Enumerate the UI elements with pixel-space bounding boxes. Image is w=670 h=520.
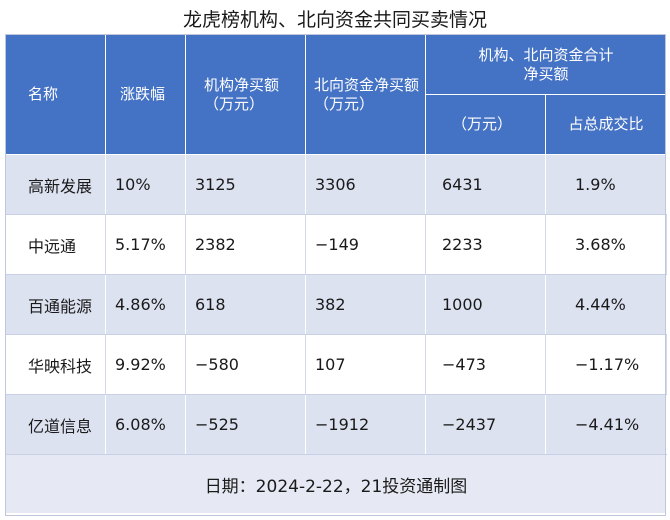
cell-north-net: 3306 — [305, 154, 426, 215]
cell-name: 百通能源 — [5, 274, 106, 335]
cell-change: 5.17% — [105, 214, 186, 275]
cell-inst-net: 3125 — [185, 154, 306, 215]
cell-combined: 1000 — [425, 274, 546, 335]
cell-inst-net: −525 — [185, 394, 306, 455]
table-row: 高新发展 10% 3125 3306 6431 1.9% — [5, 154, 668, 215]
cell-north-net: 382 — [305, 274, 426, 335]
cell-combined: 2233 — [425, 214, 546, 275]
cell-inst-net: 618 — [185, 274, 306, 335]
cell-north-net: −1912 — [305, 394, 426, 455]
header-name: 名称 — [5, 34, 106, 155]
table-row: 华映科技 9.92% −580 107 −473 −1.17% — [5, 334, 668, 395]
header-combined-ratio: 占总成交比 — [544, 94, 668, 155]
cell-north-net: −149 — [305, 214, 426, 275]
cell-ratio: −4.41% — [544, 394, 668, 455]
cell-change: 6.08% — [105, 394, 186, 455]
cell-name: 华映科技 — [5, 334, 106, 395]
cell-north-net: 107 — [305, 334, 426, 395]
footer-note: 日期：2024-2-22，21投资通制图 — [4, 454, 668, 513]
cell-inst-net: −580 — [185, 334, 306, 395]
data-table: 名称 涨跌幅 机构净买额（万元） 北向资金净买额（万元） 机构、北向资金合计净买… — [4, 34, 668, 513]
cell-change: 10% — [105, 154, 186, 215]
cell-combined: −473 — [425, 334, 546, 395]
cell-change: 9.92% — [105, 334, 186, 395]
table-row: 百通能源 4.86% 618 382 1000 4.44% — [5, 274, 668, 335]
cell-ratio: 3.68% — [544, 214, 668, 275]
cell-inst-net: 2382 — [185, 214, 306, 275]
header-change: 涨跌幅 — [105, 34, 186, 155]
cell-ratio: −1.17% — [544, 334, 668, 395]
table-row: 亿道信息 6.08% −525 −1912 −2437 −4.41% — [5, 394, 668, 455]
page-title: 龙虎榜机构、北向资金共同买卖情况 — [182, 9, 487, 31]
header-north-net: 北向资金净买额（万元） — [305, 34, 426, 155]
cell-combined: −2437 — [425, 394, 546, 455]
table-row: 中远通 5.17% 2382 −149 2233 3.68% — [5, 214, 668, 275]
cell-name: 高新发展 — [5, 154, 106, 215]
header-combined-amount: （万元） — [425, 94, 546, 155]
cell-name: 亿道信息 — [5, 394, 106, 455]
header-inst-net: 机构净买额（万元） — [185, 34, 306, 155]
cell-ratio: 4.44% — [544, 274, 668, 335]
cell-change: 4.86% — [105, 274, 186, 335]
cell-name: 中远通 — [5, 214, 106, 275]
cell-ratio: 1.9% — [544, 154, 668, 215]
cell-combined: 6431 — [425, 154, 546, 215]
header-combined-group: 机构、北向资金合计净买额 — [424, 34, 668, 95]
